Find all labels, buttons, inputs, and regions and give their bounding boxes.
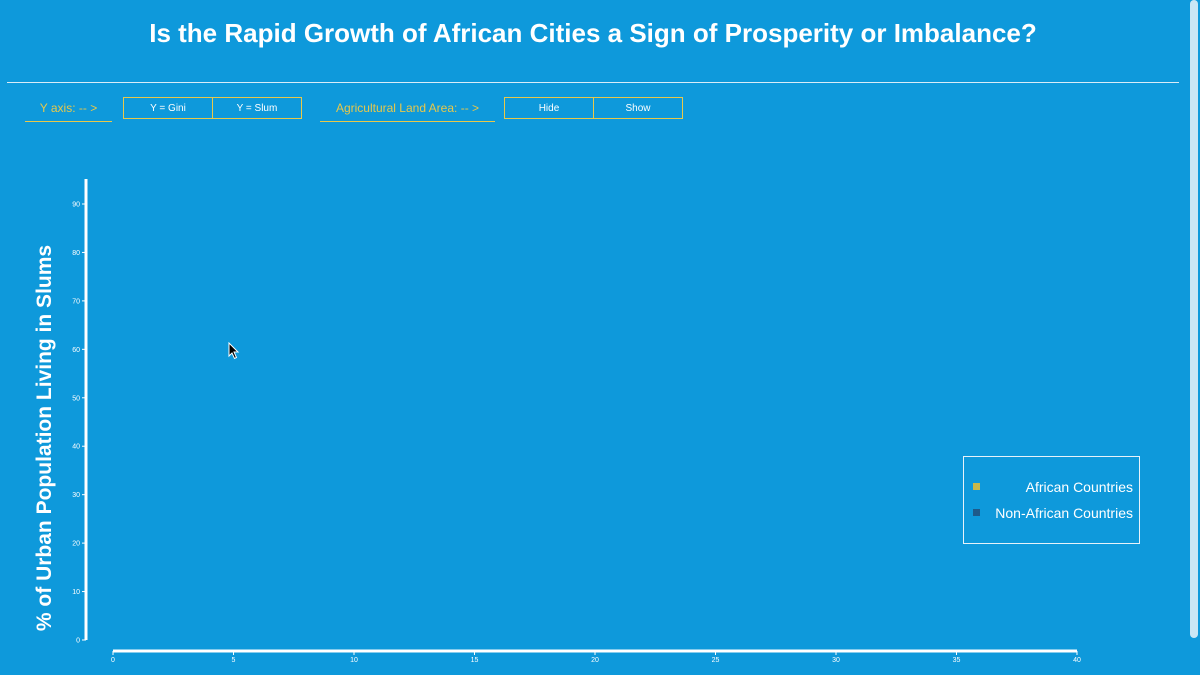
- y-slum-button[interactable]: Y = Slum: [212, 97, 302, 119]
- y-tick-label: 40: [72, 444, 80, 451]
- x-tick-label: 25: [712, 657, 720, 664]
- legend: African Countries Non-African Countries: [963, 456, 1140, 544]
- y-tick-label: 30: [72, 492, 80, 499]
- y-axis: 0 10 20 30 40 50 60 70 80 90: [72, 179, 88, 645]
- page-title: Is the Rapid Growth of African Cities a …: [149, 18, 1037, 48]
- legend-item-non-african: Non-African Countries: [964, 503, 1141, 523]
- x-axis: 0 5 10 15 20 25 30 35 40: [111, 649, 1081, 664]
- x-tick-label: 0: [111, 657, 115, 664]
- x-tick-label: 5: [232, 657, 236, 664]
- agricultural-land-control-label: Agricultural Land Area: -- >: [320, 96, 495, 122]
- legend-label-african: African Countries: [1025, 479, 1133, 495]
- x-tick-label: 10: [350, 657, 358, 664]
- y-tick-label: 10: [72, 589, 80, 596]
- x-tick-label: 40: [1073, 657, 1081, 664]
- y-tick-label: 90: [72, 202, 80, 209]
- x-tick-label: 15: [471, 657, 479, 664]
- mouse-pointer-icon: [228, 342, 240, 360]
- legend-swatch-african: [973, 483, 980, 490]
- y-tick-label: 60: [72, 347, 80, 354]
- y-axis-control-label: Y axis: -- >: [25, 96, 112, 122]
- legend-label-non-african: Non-African Countries: [995, 505, 1133, 521]
- y-tick-label: 70: [72, 298, 80, 305]
- y-tick-label: 20: [72, 541, 80, 548]
- show-button[interactable]: Show: [593, 97, 683, 119]
- header-divider: [7, 82, 1179, 83]
- x-tick-label: 35: [953, 657, 961, 664]
- legend-item-african: African Countries: [964, 477, 1141, 497]
- y-axis-title: % of Urban Population Living in Slums: [33, 245, 56, 631]
- x-tick-label: 20: [591, 657, 599, 664]
- x-tick-label: 30: [832, 657, 840, 664]
- y-tick-label: 0: [76, 638, 80, 645]
- y-tick-label: 50: [72, 395, 80, 402]
- y-tick-label: 80: [72, 250, 80, 257]
- legend-swatch-non-african: [973, 509, 980, 516]
- vertical-scrollbar[interactable]: [1190, 0, 1198, 638]
